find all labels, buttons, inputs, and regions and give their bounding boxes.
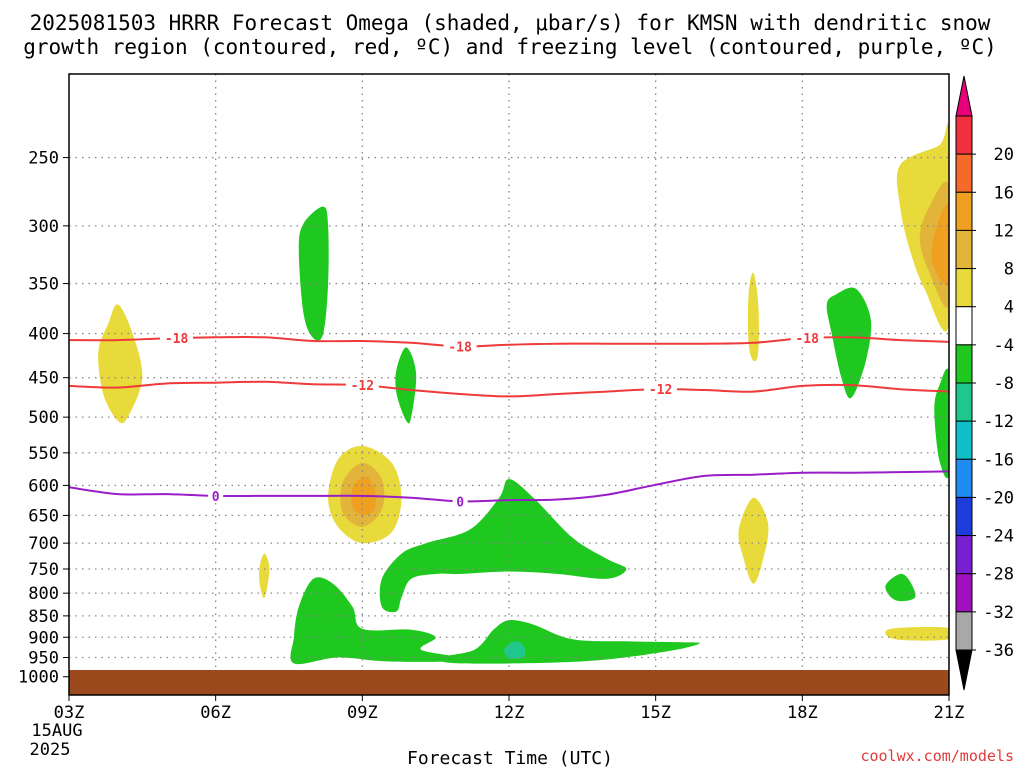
- contour-label: 0: [212, 490, 220, 505]
- contour-dendritic-1: [69, 380, 949, 398]
- omega-region-8: [503, 641, 526, 659]
- x-tick-label: 12Z: [494, 703, 525, 723]
- y-tick-label: 800: [28, 584, 59, 604]
- colorbar-segment: [955, 344, 973, 384]
- colorbar-segment: [955, 496, 973, 537]
- y-tick-label: 700: [28, 534, 59, 554]
- colorbar-tick-label: 20: [994, 145, 1014, 165]
- chart-title-line-2: growth region (contoured, red, ºC) and f…: [23, 35, 997, 59]
- x-axis: 03Z 06Z 09Z 12Z 15Z 18Z 21Z: [54, 695, 965, 723]
- colorbar-tick-label: -24: [983, 527, 1014, 547]
- colorbar-tick-label: -16: [983, 450, 1014, 470]
- colorbar-bottom-arrow: [955, 649, 973, 691]
- contour-lines: -18 -18 -18 -12 -12 0 0: [69, 331, 949, 510]
- omega-region-13: [259, 553, 270, 599]
- colorbar-segment: [955, 115, 973, 155]
- omega-region-9: [98, 304, 143, 424]
- colorbar-segment: [955, 153, 973, 193]
- y-tick-label: 950: [28, 649, 59, 669]
- colorbar-segment: [955, 191, 973, 231]
- colorbar-tick-label: -28: [983, 565, 1014, 585]
- omega-region-7: [885, 573, 916, 602]
- colorbar-segment: [955, 535, 973, 575]
- omega-region-19: [885, 627, 949, 641]
- y-tick-label: 500: [28, 408, 59, 428]
- y-tick-label: 400: [28, 325, 59, 345]
- x-tick-label: 03Z: [54, 703, 85, 723]
- contour-label: -18: [795, 332, 819, 347]
- contour-label: -12: [649, 383, 672, 398]
- x-tick-label: 18Z: [787, 703, 818, 723]
- contour-label-bg: [452, 494, 468, 509]
- omega-region-5: [290, 577, 463, 665]
- omega-region-1: [395, 347, 417, 424]
- x-sublabel-year: 2025: [30, 740, 71, 760]
- colorbar: 20 16 12 8 4 -4 -8 -12 -16 -20 -24 -28 -32 -36: [955, 75, 1014, 691]
- contour-label-bg: [443, 339, 477, 354]
- x-axis-label: Forecast Time (UTC): [407, 748, 613, 768]
- y-tick-label: 850: [28, 607, 59, 627]
- x-tick-label: 15Z: [640, 703, 671, 723]
- colorbar-top-arrow: [955, 75, 973, 117]
- chart-title-line-1: 2025081503 HRRR Forecast Omega (shaded, …: [30, 11, 991, 35]
- y-tick-label: 900: [28, 628, 59, 648]
- y-tick-label: 300: [28, 217, 59, 237]
- colorbar-tick-label: 12: [994, 221, 1014, 241]
- colorbar-tick-label: -32: [983, 603, 1014, 623]
- y-tick-label: 600: [28, 476, 59, 496]
- contour-label-bg: [345, 378, 379, 393]
- y-tick-label: 350: [28, 275, 59, 295]
- colorbar-tick-label: -4: [994, 336, 1014, 356]
- contour-label-bg: [644, 382, 678, 397]
- omega-region-14: [747, 272, 759, 362]
- omega-region-2: [826, 287, 872, 399]
- colorbar-segment: [955, 268, 973, 308]
- y-tick-label: 250: [28, 149, 59, 169]
- colorbar-segment: [955, 420, 973, 460]
- colorbar-tick-label: -36: [983, 641, 1014, 661]
- y-tick-label: 450: [28, 369, 59, 389]
- x-sublabel-date: 15AUG: [31, 721, 82, 741]
- contour-label: 0: [456, 495, 464, 510]
- colorbar-tick-label: -20: [983, 488, 1014, 508]
- omega-region-18: [931, 204, 949, 286]
- colorbar-tick-label: 16: [994, 183, 1014, 203]
- y-tick-label: 550: [28, 444, 59, 464]
- x-tick-label: 06Z: [200, 703, 231, 723]
- omega-region-3: [934, 368, 949, 479]
- colorbar-tick-label: 4: [1004, 298, 1014, 318]
- contour-label-bg: [790, 331, 824, 346]
- contour-label: -18: [165, 332, 189, 347]
- y-tick-label: 1000: [18, 668, 59, 688]
- contour-label: -18: [448, 340, 472, 355]
- omega-shading: [98, 122, 949, 665]
- colorbar-segment: [955, 382, 973, 422]
- grid-lines: [69, 74, 949, 670]
- contour-label-bg: [208, 488, 224, 503]
- x-tick-label: 09Z: [347, 703, 378, 723]
- colorbar-tick-label: -8: [994, 374, 1014, 394]
- y-tick-label: 650: [28, 506, 59, 526]
- omega-region-0: [298, 206, 329, 341]
- colorbar-tick-label: -12: [983, 412, 1014, 432]
- colorbar-segment: [955, 306, 973, 346]
- colorbar-segment: [955, 611, 973, 651]
- colorbar-segment: [955, 573, 973, 613]
- y-axis: 2503003504004505005506006507007508008509…: [18, 149, 69, 688]
- colorbar-segment: [955, 458, 973, 498]
- omega-region-15: [738, 497, 769, 584]
- contour-label: -12: [351, 379, 374, 394]
- y-tick-label: 750: [28, 560, 59, 580]
- ground-below-surface: [69, 670, 949, 695]
- omega-region-4: [379, 479, 627, 613]
- colorbar-tick-label: 8: [1004, 260, 1014, 280]
- colorbar-segment: [955, 229, 973, 270]
- x-tick-label: 21Z: [934, 703, 965, 723]
- contour-label-bg: [160, 331, 194, 346]
- credit-text: coolwx.com/models: [860, 747, 1014, 765]
